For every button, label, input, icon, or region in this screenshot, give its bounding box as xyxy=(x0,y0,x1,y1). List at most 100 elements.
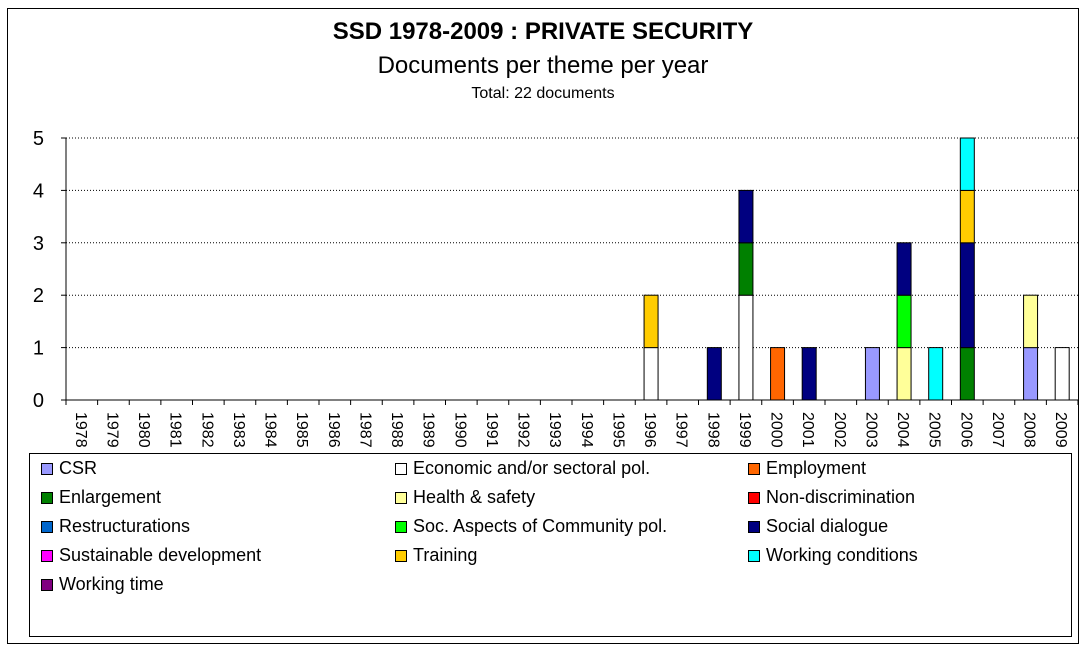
y-tick-label: 2 xyxy=(33,285,44,307)
legend-swatch xyxy=(41,578,53,591)
bar-segment xyxy=(1023,347,1039,401)
x-tick-label: 2005 xyxy=(926,412,943,448)
legend-swatch xyxy=(748,491,760,504)
legend-item: Employment xyxy=(748,458,866,479)
legend-swatch xyxy=(41,520,53,533)
x-tick-label: 1994 xyxy=(578,412,595,448)
chart-subtitle: Documents per theme per year xyxy=(377,52,709,79)
legend-swatch xyxy=(395,549,407,562)
bar-segment xyxy=(1054,347,1070,401)
legend-label: Social dialogue xyxy=(766,516,889,536)
x-tick-label: 1997 xyxy=(673,412,690,448)
legend-swatch xyxy=(41,462,53,475)
bar-segment xyxy=(770,347,786,401)
legend-item: CSR xyxy=(41,458,97,479)
legend-label: Soc. Aspects of Community pol. xyxy=(413,516,668,536)
bar-segment xyxy=(738,189,754,244)
y-tick-label: 1 xyxy=(33,338,44,360)
legend-swatch xyxy=(748,549,760,562)
x-tick-label: 1981 xyxy=(167,412,184,448)
x-tick-label: 1993 xyxy=(546,412,563,448)
x-tick-label: 1999 xyxy=(736,412,753,448)
bar-segment xyxy=(896,347,912,401)
x-tick-label: 2000 xyxy=(768,412,785,448)
legend-swatch xyxy=(395,520,407,533)
x-tick-label: 1979 xyxy=(103,412,120,448)
bar-segment xyxy=(643,294,659,349)
bar-segment xyxy=(896,294,912,349)
x-tick-label: 2006 xyxy=(957,412,974,448)
legend-label: CSR xyxy=(59,458,98,478)
legend-item: Social dialogue xyxy=(748,516,888,537)
legend-label: Enlargement xyxy=(59,487,162,507)
x-tick-label: 1996 xyxy=(641,412,658,448)
legend-label: Working time xyxy=(59,574,164,594)
legend-item: Health & safety xyxy=(395,487,535,508)
legend-item: Non-discrimination xyxy=(748,487,915,508)
x-tick-label: 2009 xyxy=(1052,412,1069,448)
legend-swatch xyxy=(395,462,407,475)
bar-segment xyxy=(801,347,817,401)
bar-segment xyxy=(959,347,975,401)
legend-item: Sustainable development xyxy=(41,545,261,566)
legend-label: Health & safety xyxy=(413,487,536,507)
x-tick-label: 2007 xyxy=(989,412,1006,448)
legend-label: Employment xyxy=(766,458,867,478)
x-tick-label: 1986 xyxy=(325,412,342,448)
chart-legend: CSR Economic and/or sectoral pol. Employme… xyxy=(29,453,1072,637)
legend-item: Soc. Aspects of Community pol. xyxy=(395,516,667,537)
x-tick-label: 1995 xyxy=(609,412,626,448)
legend-swatch xyxy=(41,549,53,562)
x-tick-label: 1988 xyxy=(388,412,405,448)
x-tick-label: 1985 xyxy=(293,412,310,448)
legend-swatch xyxy=(41,491,53,504)
bar-segment xyxy=(864,347,880,401)
bar-segment xyxy=(896,242,912,296)
bar-segment xyxy=(1023,294,1039,349)
y-tick-label: 4 xyxy=(33,180,44,202)
legend-item: Working conditions xyxy=(748,545,918,566)
x-tick-label: 1983 xyxy=(230,412,247,448)
y-tick-label: 0 xyxy=(33,390,44,412)
x-tick-label: 2001 xyxy=(799,412,816,448)
chart-total-note: Total: 22 documents xyxy=(471,85,615,102)
bar-segment xyxy=(706,347,722,401)
bar-segment xyxy=(738,242,754,296)
x-tick-label: 1991 xyxy=(483,412,500,448)
x-tick-label: 1982 xyxy=(198,412,215,448)
legend-swatch xyxy=(748,462,760,475)
x-tick-label: 1992 xyxy=(515,412,532,448)
legend-item: Enlargement xyxy=(41,487,161,508)
legend-item: Training xyxy=(395,545,477,566)
x-tick-label: 1987 xyxy=(356,412,373,448)
x-tick-label: 1990 xyxy=(451,412,468,448)
legend-label: Sustainable development xyxy=(59,545,262,565)
x-tick-label: 1984 xyxy=(262,412,279,448)
bar-segment xyxy=(928,347,944,401)
legend-label: Non-discrimination xyxy=(766,487,916,507)
bar-segment xyxy=(959,242,975,349)
bar-segment xyxy=(643,347,659,401)
legend-label: Working conditions xyxy=(766,545,918,565)
x-tick-label: 2002 xyxy=(831,412,848,448)
x-tick-label: 1989 xyxy=(420,412,437,448)
legend-swatch xyxy=(748,520,760,533)
bar-segment xyxy=(738,294,754,401)
legend-label: Training xyxy=(413,545,478,565)
bar-segment xyxy=(959,137,975,191)
x-tick-label: 1980 xyxy=(135,412,152,448)
x-tick-label: 1998 xyxy=(704,412,721,448)
legend-item: Economic and/or sectoral pol. xyxy=(395,458,650,479)
bar-segment xyxy=(959,189,975,244)
x-tick-label: 2008 xyxy=(1021,412,1038,448)
x-tick-label: 2003 xyxy=(862,412,879,448)
x-tick-label: 1978 xyxy=(72,412,89,448)
chart-title: SSD 1978-2009 : PRIVATE SECURITY xyxy=(332,18,754,45)
legend-label: Restructurations xyxy=(59,516,191,536)
chart-plot: 0 1 2 3 4 5 1978 1979 1980 1981 1982 1983 1984 1985 19… xyxy=(33,128,1079,448)
legend-item: Working time xyxy=(41,574,164,595)
legend-item: Restructurations xyxy=(41,516,190,537)
y-tick-label: 3 xyxy=(33,233,44,255)
y-tick-label: 5 xyxy=(33,128,44,150)
legend-label: Economic and/or sectoral pol. xyxy=(413,458,651,478)
